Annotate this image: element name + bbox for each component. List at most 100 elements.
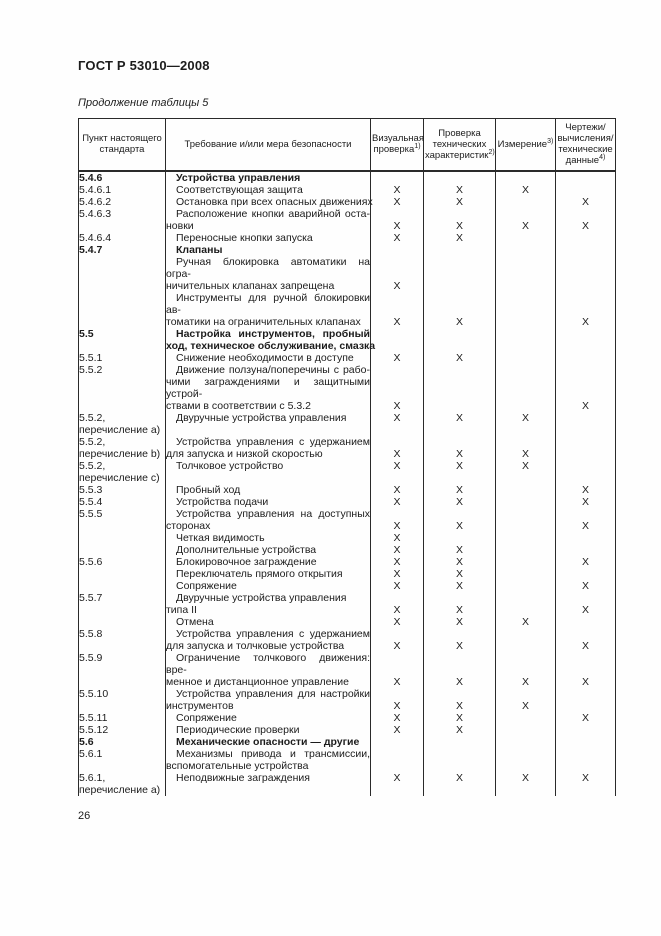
empty-check-cell	[423, 687, 496, 700]
requirement-text: Четкая видимость	[165, 531, 371, 544]
check-mark: X	[495, 411, 556, 424]
empty-check-cell	[555, 471, 616, 484]
column-header-label: Визуальная проверка	[372, 133, 424, 156]
requirement-text: Расположение кнопки аварийной оста-	[165, 207, 371, 220]
column-header-1: Пункт настоящего стандарта	[78, 118, 166, 172]
empty-check-cell	[495, 423, 556, 436]
empty-check-cell	[555, 243, 616, 256]
check-mark: X	[423, 183, 496, 196]
clause-number-empty	[78, 603, 166, 616]
check-mark: X	[370, 603, 424, 616]
table-line: перечисление c)	[78, 471, 616, 484]
check-mark: X	[370, 711, 424, 724]
clause-number: 5.4.7	[78, 243, 166, 256]
empty-check-cell	[423, 759, 496, 772]
table-line: перечисление a)	[78, 423, 616, 436]
requirement-text: ствами в соответствии с 5.3.2	[165, 399, 371, 412]
requirement-text: Отмена	[165, 615, 371, 628]
table-line: сторонах X X X	[78, 519, 616, 532]
empty-check-cell	[555, 291, 616, 316]
table-line: Сопряжение X X X	[78, 579, 616, 592]
clause-number: 5.4.6	[78, 170, 166, 184]
empty-check-cell	[423, 243, 496, 256]
check-mark: X	[555, 195, 616, 208]
check-mark: X	[555, 711, 616, 724]
clause-number: 5.4.6.1	[78, 183, 166, 196]
table-line: 5.6.1 Механизмы привода и трансмиссии,	[78, 747, 616, 760]
table-line: Дополнительные устройства X X	[78, 543, 616, 556]
check-mark: X	[370, 615, 424, 628]
requirement-text: Сопряжение	[165, 579, 371, 592]
clause-number-empty	[78, 375, 166, 400]
empty-check-cell	[495, 759, 556, 772]
empty-check-cell	[423, 375, 496, 400]
clause-number-empty	[78, 279, 166, 292]
empty-check-cell	[495, 495, 556, 508]
check-mark: X	[423, 555, 496, 568]
requirement-text: Устройства управления с удержанием	[165, 627, 371, 640]
empty-check-cell	[370, 170, 424, 184]
clause-number: 5.5.5	[78, 507, 166, 520]
empty-check-cell	[423, 651, 496, 676]
column-header-3: Визуальная проверка1)	[370, 118, 424, 172]
empty-check-cell	[423, 327, 496, 340]
empty-check-cell	[495, 567, 556, 580]
requirement-text: Ручная блокировка автоматики на огра-	[165, 255, 371, 280]
empty-check-cell	[370, 375, 424, 400]
clause-number: 5.5.12	[78, 723, 166, 736]
clause-number-empty	[78, 399, 166, 412]
empty-check-cell	[555, 759, 616, 772]
clause-number-empty	[78, 219, 166, 232]
empty-check-cell	[495, 735, 556, 748]
table-line: 5.5.10 Устройства управления для настройк…	[78, 687, 616, 700]
table-line: 5.5.5 Устройства управления на доступных	[78, 507, 616, 520]
check-mark: X	[495, 183, 556, 196]
table-line: ствами в соответствии с 5.3.2 X X	[78, 399, 616, 412]
empty-check-cell	[370, 207, 424, 220]
footnote-marker: 1)	[414, 143, 421, 151]
table-line: 5.4.7 Клапаны	[78, 243, 616, 256]
clause-number: 5.5.2,	[78, 411, 166, 424]
clause-number-empty	[78, 759, 166, 772]
empty-check-cell	[555, 699, 616, 712]
requirement-text: томатики на ограничительных клапанах	[165, 315, 371, 328]
footnote-marker: 4)	[599, 154, 606, 162]
empty-check-cell	[495, 603, 556, 616]
empty-check-cell	[555, 435, 616, 448]
clause-number-empty	[78, 615, 166, 628]
table-line: инструментов X X X	[78, 699, 616, 712]
empty-check-cell	[495, 783, 556, 796]
table-line: томатики на ограничительных клапанах X X X	[78, 315, 616, 328]
empty-check-cell	[423, 783, 496, 796]
table-line: Ручная блокировка автоматики на огра-	[78, 255, 616, 280]
table-line: Четкая видимость X	[78, 531, 616, 544]
requirement-text: Механизмы привода и трансмиссии,	[165, 747, 371, 760]
check-mark: X	[370, 567, 424, 580]
empty-check-cell	[555, 375, 616, 400]
clause-number: 5.5.4	[78, 495, 166, 508]
empty-check-cell	[423, 747, 496, 760]
clause-number-empty	[78, 579, 166, 592]
empty-check-cell	[423, 279, 496, 292]
clause-number: 5.5.2	[78, 363, 166, 376]
empty-check-cell	[555, 279, 616, 292]
requirement-text: Настройка инструментов, пробный	[165, 327, 371, 340]
empty-check-cell	[370, 783, 424, 796]
requirement-text: менное и дистанционное управление	[165, 675, 371, 688]
empty-check-cell	[495, 243, 556, 256]
empty-check-cell	[495, 315, 556, 328]
empty-check-cell	[370, 747, 424, 760]
requirement-text: для запуска и низкой скоростью	[165, 447, 371, 460]
clause-number: 5.5.2,	[78, 459, 166, 472]
check-mark: X	[423, 567, 496, 580]
empty-check-cell	[495, 231, 556, 244]
requirement-text: Двуручные устройства управления	[165, 411, 371, 424]
table-line: ход, техническое обслуживание, смазка	[78, 339, 616, 352]
check-mark: X	[423, 351, 496, 364]
empty-check-cell	[370, 651, 424, 676]
empty-check-cell	[495, 207, 556, 220]
table-line: 5.5.1 Снижение необходимости в доступе X X	[78, 351, 616, 364]
requirement-text	[165, 783, 371, 796]
empty-check-cell	[423, 363, 496, 376]
